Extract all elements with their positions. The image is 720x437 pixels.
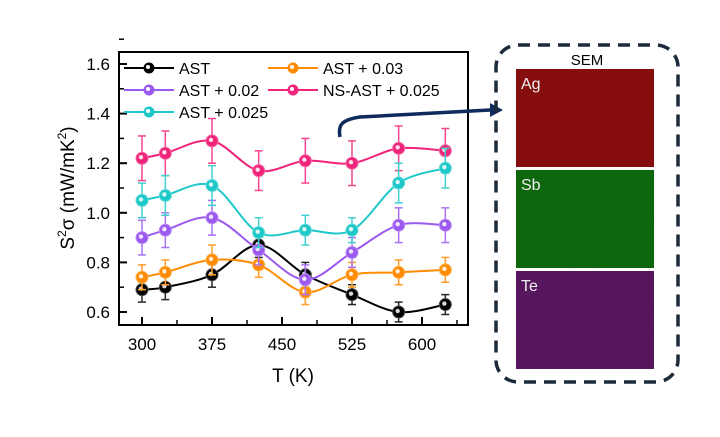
legend-marker-highlight <box>146 65 150 69</box>
legend-marker-highlight <box>146 87 150 91</box>
x-tick-label: 525 <box>338 335 366 354</box>
element-label: Sb <box>521 177 541 194</box>
data-point-highlight <box>395 269 400 274</box>
connector-arrow <box>337 108 491 138</box>
elemental-map-image <box>516 271 654 369</box>
x-tick-label: 600 <box>408 335 436 354</box>
legend-label: NS-AST + 0.025 <box>323 83 440 100</box>
data-point-highlight <box>395 308 400 314</box>
series-ast-0-025 <box>135 147 452 249</box>
element-label: Te <box>521 278 538 295</box>
data-point-highlight <box>208 182 214 187</box>
elemental-map-image <box>516 69 654 167</box>
data-point-highlight <box>208 256 214 262</box>
y-axis-label: S2σ (mW/mK2) <box>55 126 79 249</box>
data-point-highlight <box>348 226 354 232</box>
x-tick-label: 375 <box>198 335 226 354</box>
data-point-highlight <box>138 197 144 202</box>
data-point-highlight <box>138 234 144 239</box>
element-label: Ag <box>521 76 541 93</box>
data-point-highlight <box>255 167 260 172</box>
data-point-highlight <box>348 291 354 296</box>
x-axis-label: T (K) <box>272 366 314 387</box>
data-point-highlight <box>162 150 167 155</box>
y-tick-label: 0.8 <box>86 253 110 272</box>
data-point-highlight <box>442 266 447 272</box>
sem-title: SEM <box>571 52 604 69</box>
y-tick-label: 1.0 <box>86 204 110 223</box>
data-point-highlight <box>208 137 214 143</box>
data-point-highlight <box>302 157 307 162</box>
data-point-highlight <box>348 160 354 165</box>
data-point-highlight <box>255 229 260 234</box>
data-point-highlight <box>348 271 354 276</box>
sem-map-sb: Sb <box>516 170 654 268</box>
data-point-highlight <box>395 145 400 150</box>
legend-marker-highlight <box>146 109 150 113</box>
x-tick-label: 450 <box>268 335 296 354</box>
legend-marker-highlight <box>290 87 294 91</box>
sem-panel-border <box>494 43 680 384</box>
legend-item: AST <box>124 61 210 78</box>
legend-marker-highlight <box>290 65 294 69</box>
y-tick-label: 1.6 <box>86 55 110 74</box>
data-point-highlight <box>208 214 214 219</box>
data-point-highlight <box>395 179 400 185</box>
data-point-highlight <box>442 301 447 306</box>
data-point-highlight <box>442 164 447 170</box>
legend-label: AST + 0.025 <box>179 105 268 122</box>
data-point-highlight <box>442 222 447 227</box>
legend-item: AST + 0.025 <box>124 105 268 122</box>
legend-label: AST <box>179 61 210 78</box>
legend-item: AST + 0.02 <box>124 83 259 100</box>
data-point-highlight <box>302 276 307 281</box>
legend-item: AST + 0.03 <box>268 61 403 78</box>
x-tick-label: 300 <box>128 335 156 354</box>
series-ast-0-03 <box>135 244 452 306</box>
sem-map-te: Te <box>516 271 654 369</box>
elemental-map-image <box>516 170 654 268</box>
series-ast-0-02 <box>135 199 452 296</box>
y-tick-label: 1.4 <box>86 105 110 124</box>
sem-map-ag: Ag <box>516 69 654 167</box>
data-point-highlight <box>302 226 307 232</box>
data-point-highlight <box>138 155 144 160</box>
legend-item: NS-AST + 0.025 <box>268 83 440 100</box>
legend-label: AST + 0.03 <box>323 61 403 78</box>
data-point-highlight <box>138 274 144 279</box>
data-point-highlight <box>395 222 400 227</box>
data-point-highlight <box>162 192 167 197</box>
data-point-highlight <box>348 249 354 254</box>
y-tick-label: 1.2 <box>86 154 110 173</box>
y-tick-label: 0.6 <box>86 303 110 322</box>
data-point-highlight <box>162 226 167 232</box>
legend-label: AST + 0.02 <box>179 83 259 100</box>
data-point-highlight <box>162 269 167 274</box>
